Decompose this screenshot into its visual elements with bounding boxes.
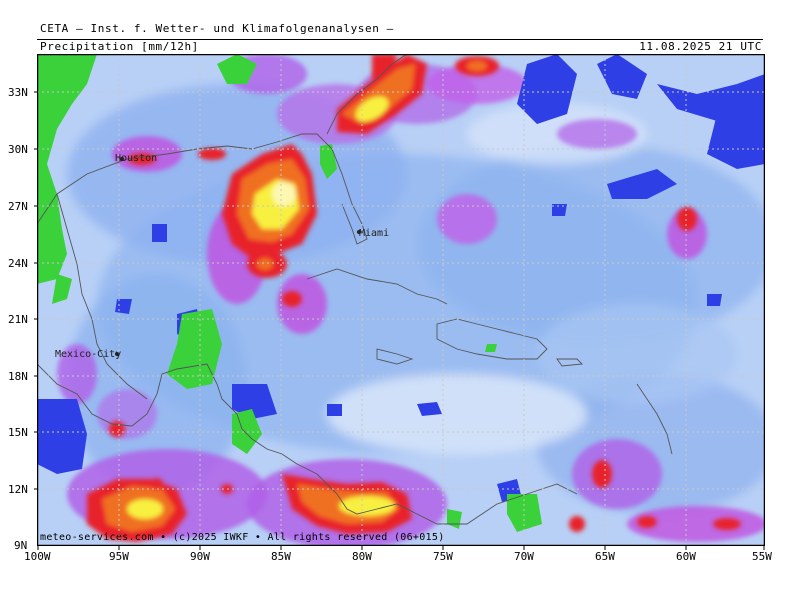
copyright-notice: meteo-services.com • (c)2025 IWKF • All …	[40, 532, 445, 543]
lon-labels: 100W 95W 90W 85W 80W 75W 70W 65W 60W 55W	[24, 550, 772, 563]
lat-label-15n: 15N	[8, 426, 28, 439]
lat-label-21n: 21N	[8, 313, 28, 326]
precipitation-map: Houston Miami Mexico-City	[37, 54, 765, 546]
lon-label-85w: 85W	[271, 550, 291, 563]
city-marker-houston	[120, 157, 124, 161]
lat-label-33n: 33N	[8, 86, 28, 99]
lon-label-65w: 65W	[595, 550, 615, 563]
parameter-label: Precipitation [mm/12h]	[40, 40, 199, 53]
lon-label-90w: 90W	[190, 550, 210, 563]
lat-label-24n: 24N	[8, 257, 28, 270]
lat-label-18n: 18N	[8, 370, 28, 383]
lon-label-60w: 60W	[676, 550, 696, 563]
header-divider	[37, 39, 763, 40]
graticule	[37, 54, 765, 546]
city-label-mexico-city: Mexico-City	[55, 349, 121, 360]
heavy-rain-cores	[87, 54, 741, 542]
city-label-houston: Houston	[115, 153, 157, 164]
lat-label-30n: 30N	[8, 143, 28, 156]
lon-label-70w: 70W	[514, 550, 534, 563]
map-frame	[37, 54, 765, 546]
city-label-miami: Miami	[359, 228, 389, 239]
lat-label-9n: 9N	[14, 539, 27, 552]
city-marker-mexico-city	[115, 352, 119, 356]
lon-label-95w: 95W	[109, 550, 129, 563]
tick-marks	[34, 91, 765, 550]
lat-label-12n: 12N	[8, 483, 28, 496]
city-marker-miami	[357, 230, 361, 234]
deep-blue-patches	[37, 54, 765, 502]
valid-time: 11.08.2025 21 UTC	[639, 40, 762, 53]
chart-title: CETA — Inst. f. Wetter- und Klimafolgena…	[40, 22, 394, 35]
city-markers: Houston Miami Mexico-City	[55, 153, 389, 360]
lon-label-100w: 100W	[24, 550, 51, 563]
lat-label-27n: 27N	[8, 200, 28, 213]
lon-label-80w: 80W	[352, 550, 372, 563]
lon-label-75w: 75W	[433, 550, 453, 563]
lat-labels: 33N 30N 27N 24N 21N 18N 15N 12N 9N	[8, 86, 28, 552]
green-patches	[37, 54, 542, 532]
lon-label-55w: 55W	[752, 550, 772, 563]
